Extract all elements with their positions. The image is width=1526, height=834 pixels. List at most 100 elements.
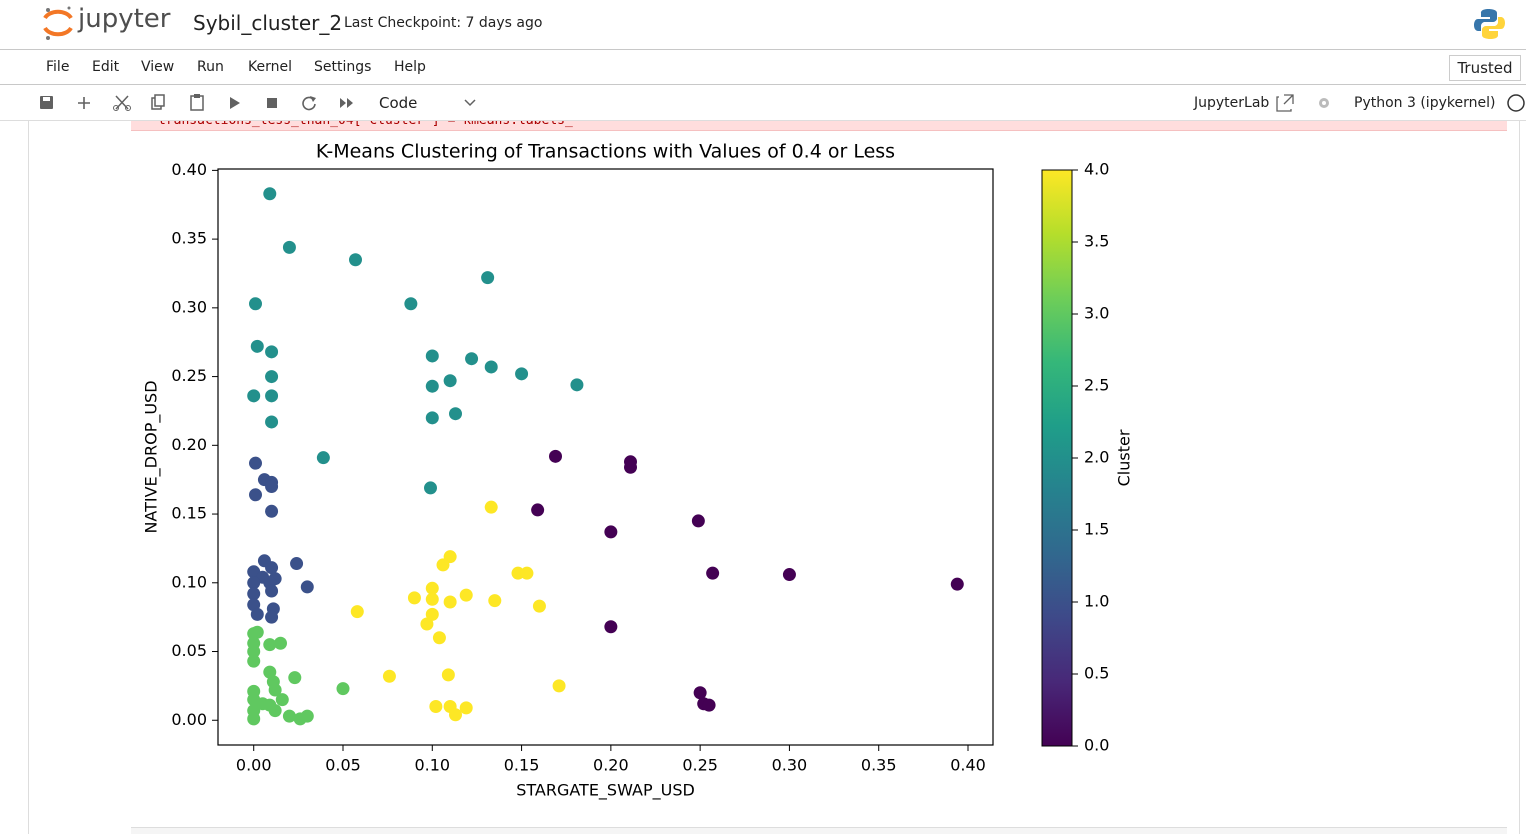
colorbar-label: Cluster	[1115, 429, 1134, 486]
chart: K-Means Clustering of Transactions with …	[142, 141, 1134, 801]
scatter-point	[249, 297, 262, 311]
scatter-point	[263, 187, 277, 201]
scatter-point	[275, 693, 289, 707]
scatter-point	[425, 592, 439, 606]
scatter-point	[265, 480, 279, 494]
colorbar-tick-label: 3.0	[1084, 304, 1109, 323]
scatter-point	[274, 636, 287, 650]
plot-frame	[217, 168, 994, 746]
scatter-point	[531, 503, 545, 517]
scatter-point	[449, 708, 462, 722]
scatter-point	[288, 671, 302, 685]
scatter-point	[532, 599, 546, 613]
scatter-point	[249, 488, 262, 502]
colorbar-tick-label: 3.5	[1084, 232, 1109, 251]
scatter-point	[443, 374, 457, 388]
scatter-point	[247, 645, 261, 659]
menu-item[interactable]: Edit	[92, 59, 120, 75]
menu-item[interactable]: View	[141, 59, 175, 75]
menu-item[interactable]: Help	[394, 59, 426, 75]
scatter-point	[432, 631, 446, 645]
scatter-point	[425, 379, 439, 393]
x-axis-label: STARGATE_SWAP_USD	[516, 781, 695, 801]
colorbar-tick-label: 2.5	[1084, 376, 1109, 395]
scatter-point	[316, 451, 330, 465]
notebook-name[interactable]: Sybil_cluster_2	[193, 11, 343, 35]
trusted-indicator[interactable]: Trusted	[1449, 55, 1521, 81]
scatter-point	[350, 605, 364, 619]
scatter-point	[702, 698, 716, 712]
x-tick-label: 0.20	[593, 756, 629, 775]
scatter-point	[407, 591, 421, 605]
header: jupyter Sybil_cluster_2 Last Checkpoint:…	[0, 0, 1526, 50]
y-tick-label: 0.05	[171, 641, 207, 660]
x-tick-label: 0.15	[504, 756, 540, 775]
kernel-status	[1507, 94, 1525, 112]
x-tick-label: 0.25	[682, 756, 718, 775]
scatter-point	[265, 370, 279, 384]
code-line: transactions_less_than_04['cluster'] = k…	[158, 121, 573, 128]
colorbar-tick-label: 0.0	[1084, 736, 1109, 755]
jupyterlab-link[interactable]: JupyterLab	[1194, 95, 1270, 111]
scatter-point	[425, 411, 439, 425]
y-tick-label: 0.15	[171, 504, 207, 523]
scatter-point	[443, 595, 457, 609]
scatter-point	[247, 587, 261, 601]
scatter-point	[349, 253, 362, 267]
menu-item[interactable]: Settings	[314, 59, 372, 75]
menu-item[interactable]: Run	[197, 59, 224, 75]
scatter-point	[265, 389, 279, 403]
menu-item[interactable]: Kernel	[248, 59, 292, 75]
checkpoint: Last Checkpoint: 7 days ago	[344, 15, 543, 31]
y-tick-label: 0.10	[171, 572, 207, 591]
scatter-point	[250, 339, 264, 353]
scatter-point	[247, 712, 261, 726]
code-output-strip: transactions_less_than_04['cluster'] = k…	[131, 121, 1507, 131]
colorbar	[1041, 169, 1073, 747]
colorbar-tick-label: 0.5	[1084, 664, 1109, 683]
scatter-point	[693, 686, 707, 700]
scatter-point	[429, 700, 443, 714]
y-tick-label: 0.30	[171, 297, 207, 316]
colorbar-tick-label: 1.5	[1084, 520, 1109, 539]
x-tick-label: 0.30	[772, 756, 808, 775]
menu-item[interactable]: File	[46, 59, 70, 75]
scatter-point	[425, 607, 439, 621]
scatter-point	[520, 566, 534, 580]
notebook-area: transactions_less_than_04['cluster'] = k…	[28, 121, 1520, 834]
scatter-point	[300, 709, 314, 723]
toolbar-icons[interactable]	[30, 85, 490, 120]
y-tick-label: 0.40	[171, 160, 207, 179]
scatter-point	[481, 271, 495, 285]
scatter-point	[249, 456, 262, 470]
scatter-point	[425, 349, 439, 363]
python-logo	[1474, 9, 1505, 39]
scatter-point	[604, 525, 618, 539]
y-axis-label: NATIVE_DROP_USD	[142, 380, 162, 533]
scatter-point	[420, 617, 434, 631]
scatter-point	[449, 407, 462, 421]
scatter-point	[465, 352, 479, 366]
scatter-point	[624, 460, 637, 474]
scatter-point	[247, 627, 261, 641]
scatter-point	[268, 704, 282, 718]
scatter-point	[265, 415, 279, 429]
next-cell	[131, 827, 1507, 834]
scatter-point	[382, 669, 396, 683]
scatter-point	[268, 683, 282, 697]
scatter-point	[247, 654, 261, 668]
x-tick-label: 0.40	[950, 756, 986, 775]
scatter-point	[265, 610, 279, 624]
y-tick-label: 0.25	[171, 366, 207, 385]
scatter-point	[424, 481, 437, 495]
kernel-name[interactable]: Python 3 (ipykernel)	[1354, 95, 1496, 111]
chart-title: K-Means Clustering of Transactions with …	[316, 141, 895, 163]
scatter-point	[691, 514, 705, 528]
jupyter-logo[interactable]	[40, 4, 76, 42]
cell-type-select[interactable]: Code	[379, 94, 418, 112]
scatter-point	[459, 701, 473, 715]
scatter-point	[441, 668, 455, 682]
scatter-point	[265, 504, 279, 518]
logo-text[interactable]: jupyter	[78, 4, 171, 34]
colorbar-tick-label: 2.0	[1084, 448, 1109, 467]
